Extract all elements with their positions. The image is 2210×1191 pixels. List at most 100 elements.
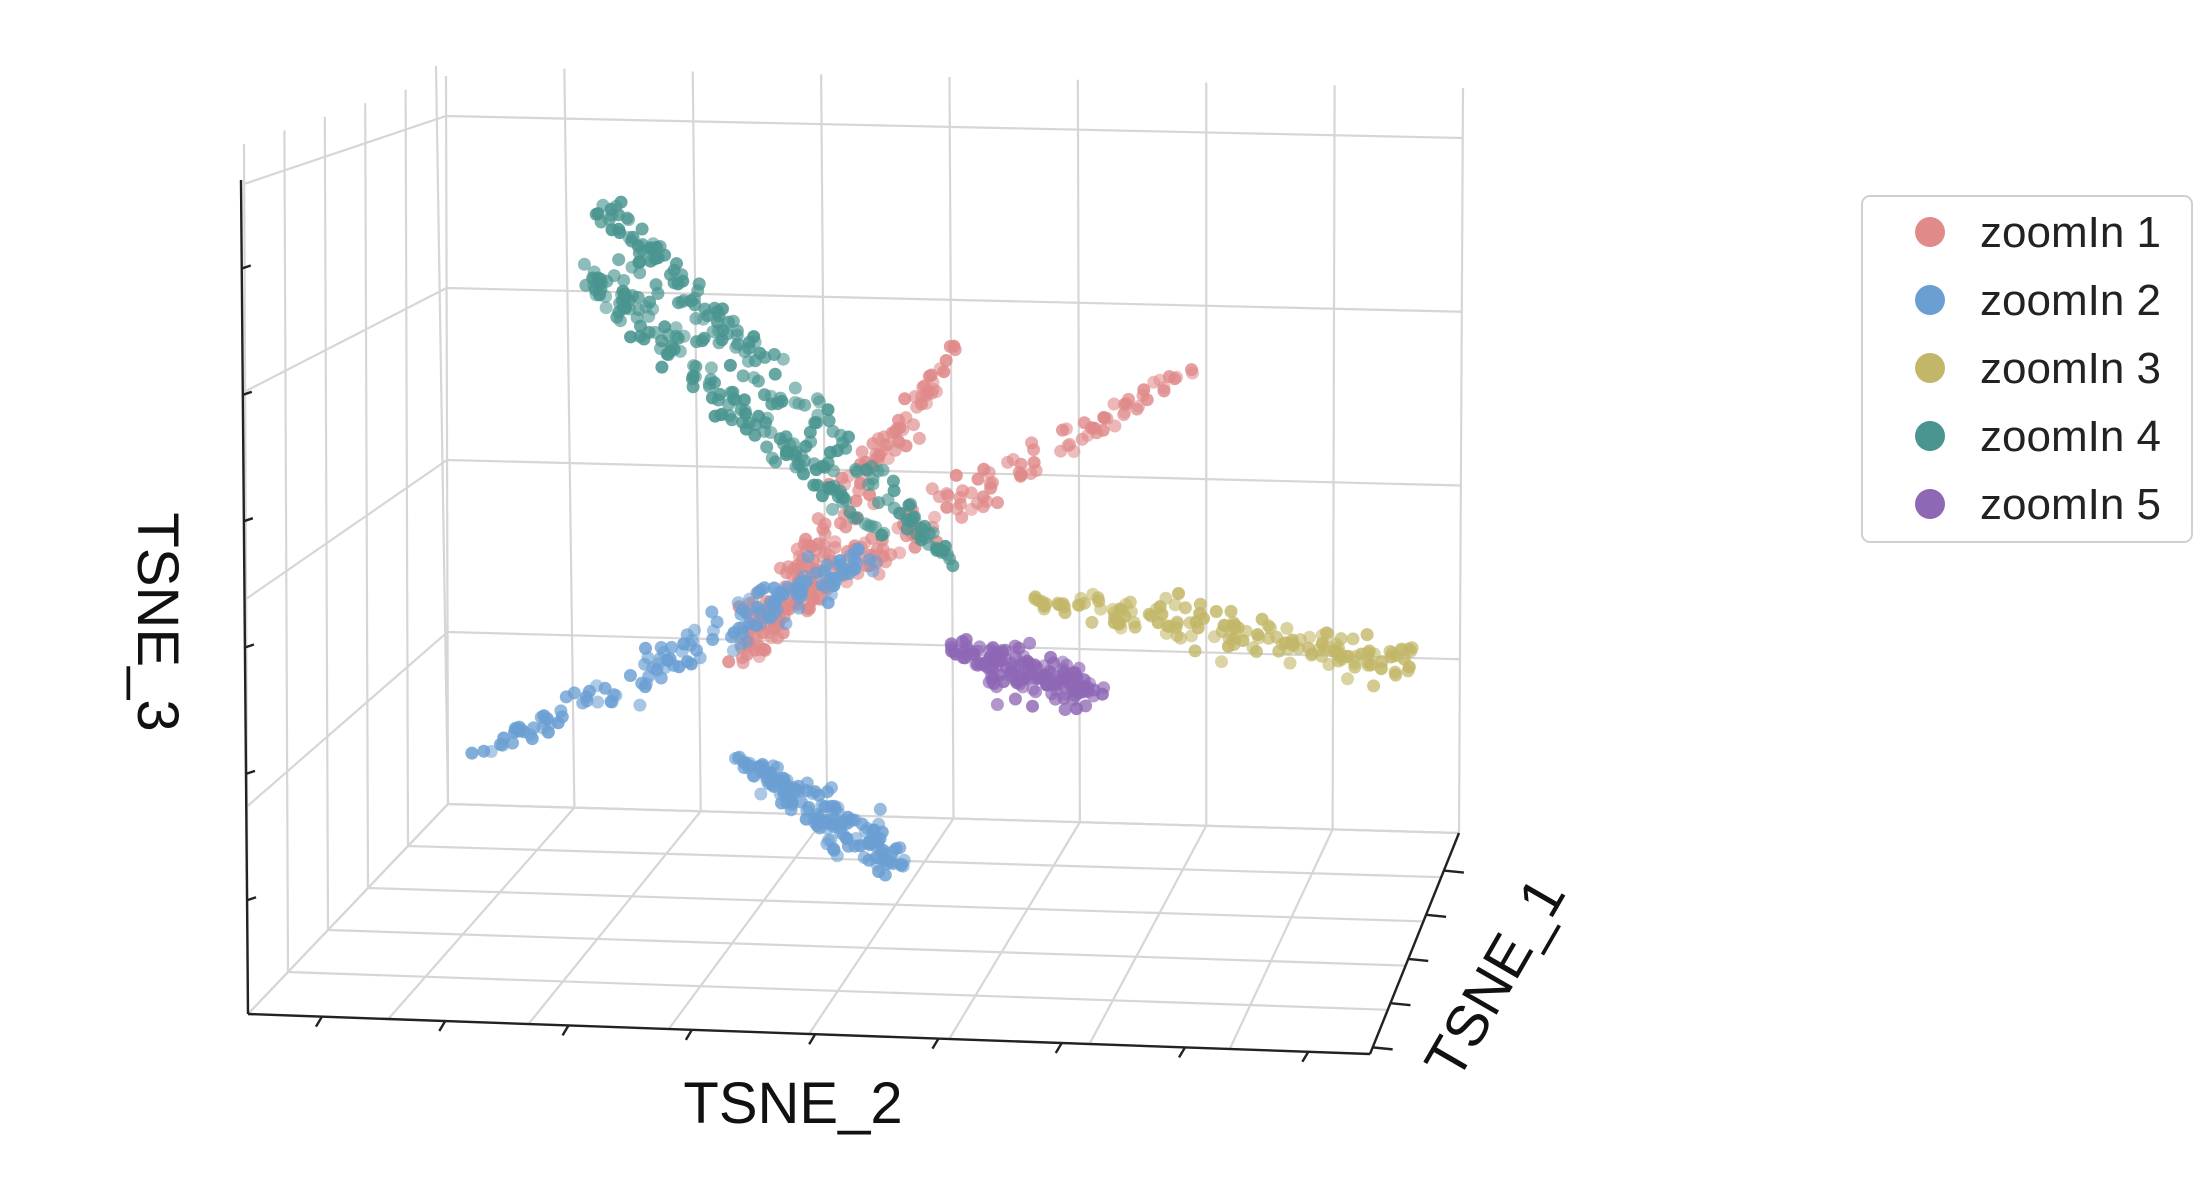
data-point (742, 416, 756, 430)
data-point (863, 553, 876, 567)
data-point (1302, 641, 1316, 655)
data-point (780, 773, 794, 787)
data-point (587, 265, 601, 279)
data-point (926, 526, 940, 540)
data-point (704, 373, 718, 386)
grid-line (364, 103, 370, 889)
data-point (827, 820, 841, 834)
data-point (741, 354, 755, 368)
data-point (591, 695, 605, 709)
data-point (953, 491, 967, 504)
grid-line (444, 75, 450, 805)
legend-entry: zoomIn 5 (1915, 480, 2161, 529)
data-point (1348, 656, 1362, 670)
data-point (1070, 702, 1083, 716)
data-point (1122, 392, 1135, 406)
data-point (866, 477, 880, 491)
data-point (720, 327, 734, 341)
data-point (920, 388, 934, 402)
data-point (1168, 372, 1182, 386)
legend-entry: zoomIn 2 (1915, 276, 2161, 325)
data-point (1153, 600, 1167, 614)
data-point (892, 435, 906, 449)
data-point (810, 478, 824, 492)
grid-line (247, 803, 449, 1015)
data-point (817, 813, 831, 827)
data-point (1280, 621, 1294, 635)
data-point (798, 398, 812, 412)
data-point (817, 566, 831, 580)
data-point (767, 607, 780, 621)
data-point (1174, 631, 1188, 645)
data-point (1001, 455, 1015, 469)
grid-line (327, 928, 1406, 967)
data-point (848, 813, 862, 827)
data-point (965, 502, 978, 516)
data-point (758, 388, 771, 402)
data-point (925, 482, 939, 496)
data-point (740, 635, 754, 648)
data-point (758, 350, 772, 364)
data-point (618, 287, 632, 301)
data-point (722, 397, 736, 411)
data-point (741, 341, 755, 355)
data-point (1026, 699, 1039, 713)
grid-line (244, 287, 448, 393)
data-point (871, 464, 885, 478)
data-point (1346, 632, 1360, 646)
data-point (812, 788, 826, 802)
data-point (788, 782, 802, 796)
data-point (760, 411, 774, 425)
data-point (987, 672, 1001, 686)
grid-line (387, 806, 576, 1020)
axis-tick (245, 769, 256, 776)
data-point (695, 334, 709, 348)
data-point (1157, 384, 1171, 398)
data-point (884, 855, 898, 869)
data-point (895, 857, 908, 871)
series-zoomin-5 (944, 633, 1111, 716)
legend-frame (1861, 195, 2193, 543)
data-point (1227, 616, 1241, 630)
data-point (1037, 598, 1051, 612)
data-point (742, 759, 756, 773)
grid-line (691, 71, 702, 812)
data-point (811, 591, 825, 605)
data-point (769, 455, 782, 469)
data-point (604, 695, 618, 709)
data-point (1183, 616, 1197, 630)
data-point (823, 481, 837, 495)
legend-label: zoomIn 3 (1980, 344, 2161, 393)
axis-tick (1054, 1042, 1063, 1054)
data-point (1057, 665, 1071, 679)
data-point (815, 578, 829, 592)
data-point (1004, 665, 1018, 679)
tsne-3-axis-line (239, 179, 250, 1015)
data-point (1389, 668, 1403, 682)
data-point (1136, 389, 1150, 402)
data-point (849, 494, 863, 508)
data-point (827, 571, 841, 585)
grid-line (434, 65, 450, 805)
grid-line (948, 76, 955, 819)
data-point (886, 474, 900, 488)
data-point (692, 277, 706, 291)
data-point (971, 472, 985, 486)
data-point (872, 496, 886, 510)
data-point (991, 496, 1004, 510)
axis-tick (243, 517, 254, 523)
data-point (496, 738, 509, 752)
data-point (826, 502, 839, 516)
data-point (770, 586, 784, 600)
data-point (1383, 644, 1397, 658)
data-point (624, 330, 638, 344)
data-point (538, 717, 551, 731)
grid-line (246, 631, 449, 808)
data-point (635, 222, 649, 236)
data-point (811, 392, 824, 406)
data-point (736, 369, 750, 383)
legend-marker (1915, 489, 1945, 519)
data-point (858, 824, 872, 838)
axis-tick (1443, 869, 1464, 874)
data-point (1239, 624, 1253, 638)
